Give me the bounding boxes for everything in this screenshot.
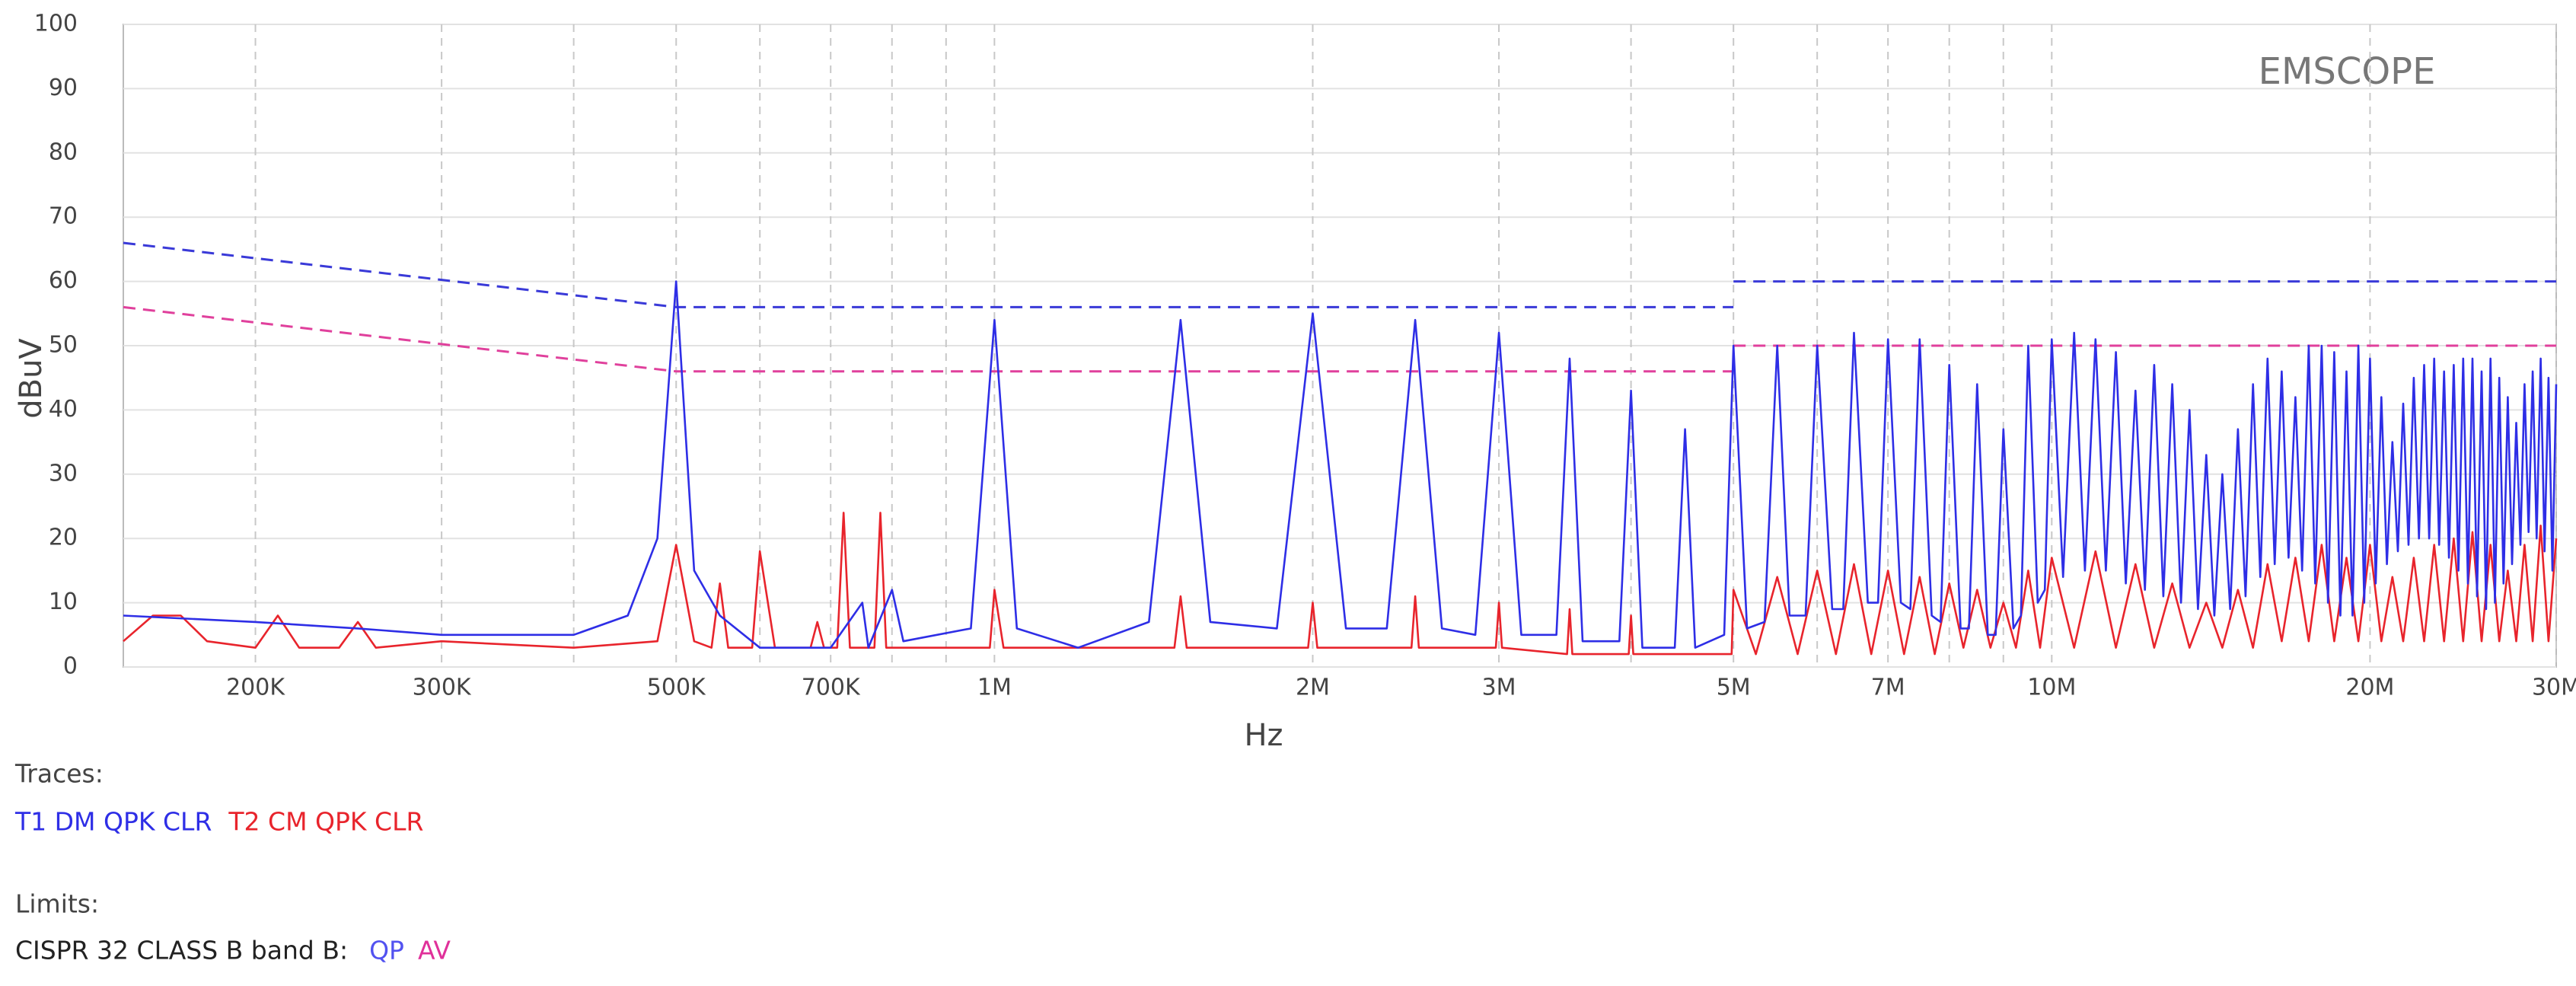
x-tick-label: 2M — [1296, 675, 1330, 701]
x-tick-label: 30M — [2532, 675, 2576, 701]
legend-entry: T1 DM QPK CLR — [14, 807, 212, 837]
legend-entry: T2 CM QPK CLR — [228, 807, 423, 837]
y-tick-label: 70 — [49, 203, 78, 230]
y-tick-label: 50 — [49, 332, 78, 359]
y-tick-label: 100 — [34, 11, 78, 37]
limits-heading: Limits: — [15, 889, 99, 919]
y-tick-label: 40 — [49, 396, 78, 423]
traces-heading: Traces: — [14, 759, 104, 789]
trace-line — [123, 280, 2558, 649]
y-tick-label: 10 — [49, 589, 78, 615]
x-tick-label: 700K — [802, 675, 861, 701]
trace-line — [123, 512, 2558, 656]
x-tick-label: 200K — [226, 675, 285, 701]
y-axis-label: dBuV — [14, 338, 49, 419]
y-tick-label: 30 — [49, 460, 78, 487]
x-tick-label: 7M — [1871, 675, 1905, 701]
y-tick-label: 20 — [49, 525, 78, 551]
limit-line — [123, 305, 2556, 373]
y-tick-label: 90 — [49, 75, 78, 101]
y-tick-label: 60 — [49, 267, 78, 294]
x-tick-label: 500K — [647, 675, 706, 701]
x-tick-label: 20M — [2345, 675, 2394, 701]
limit-line — [123, 241, 2556, 308]
x-tick-label: 300K — [413, 675, 472, 701]
x-tick-label: 10M — [2027, 675, 2076, 701]
legend-entry: AV — [418, 936, 451, 965]
x-tick-label: 5M — [1717, 675, 1751, 701]
limits-title: CISPR 32 CLASS B band B: — [15, 936, 348, 965]
x-tick-label: 1M — [977, 675, 1012, 701]
y-tick-label: 0 — [63, 653, 78, 680]
watermark: EMSCOPE — [2259, 50, 2436, 93]
legend-entry: QP — [369, 936, 404, 965]
y-tick-label: 80 — [49, 139, 78, 165]
x-axis-label: Hz — [1244, 718, 1283, 753]
x-tick-label: 3M — [1482, 675, 1516, 701]
